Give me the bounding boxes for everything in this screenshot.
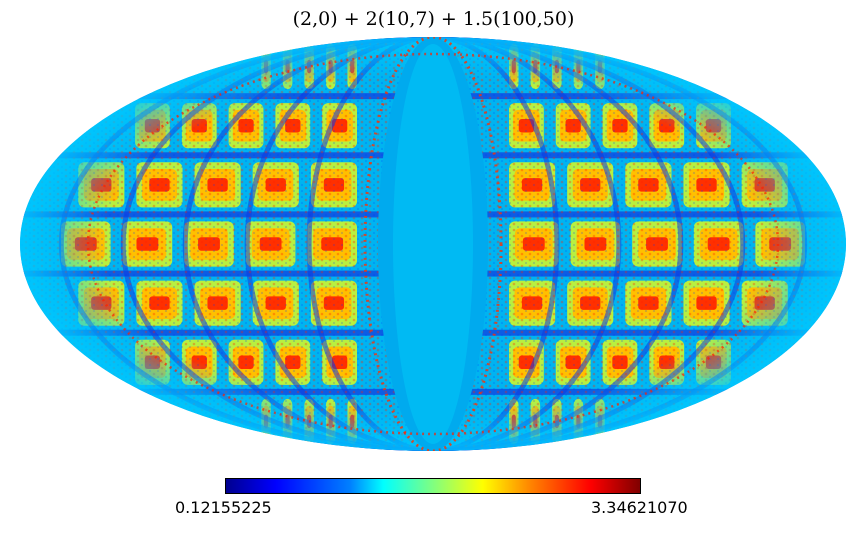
colorbar-max-label: 3.34621070 <box>591 498 688 517</box>
colorbar-min-label: 0.12155225 <box>175 498 272 517</box>
colorbar <box>225 478 641 494</box>
map-title: (2,0) + 2(10,7) + 1.5(100,50) <box>292 8 575 30</box>
